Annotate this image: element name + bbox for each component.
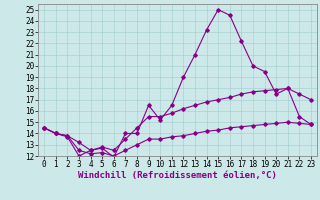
X-axis label: Windchill (Refroidissement éolien,°C): Windchill (Refroidissement éolien,°C): [78, 171, 277, 180]
